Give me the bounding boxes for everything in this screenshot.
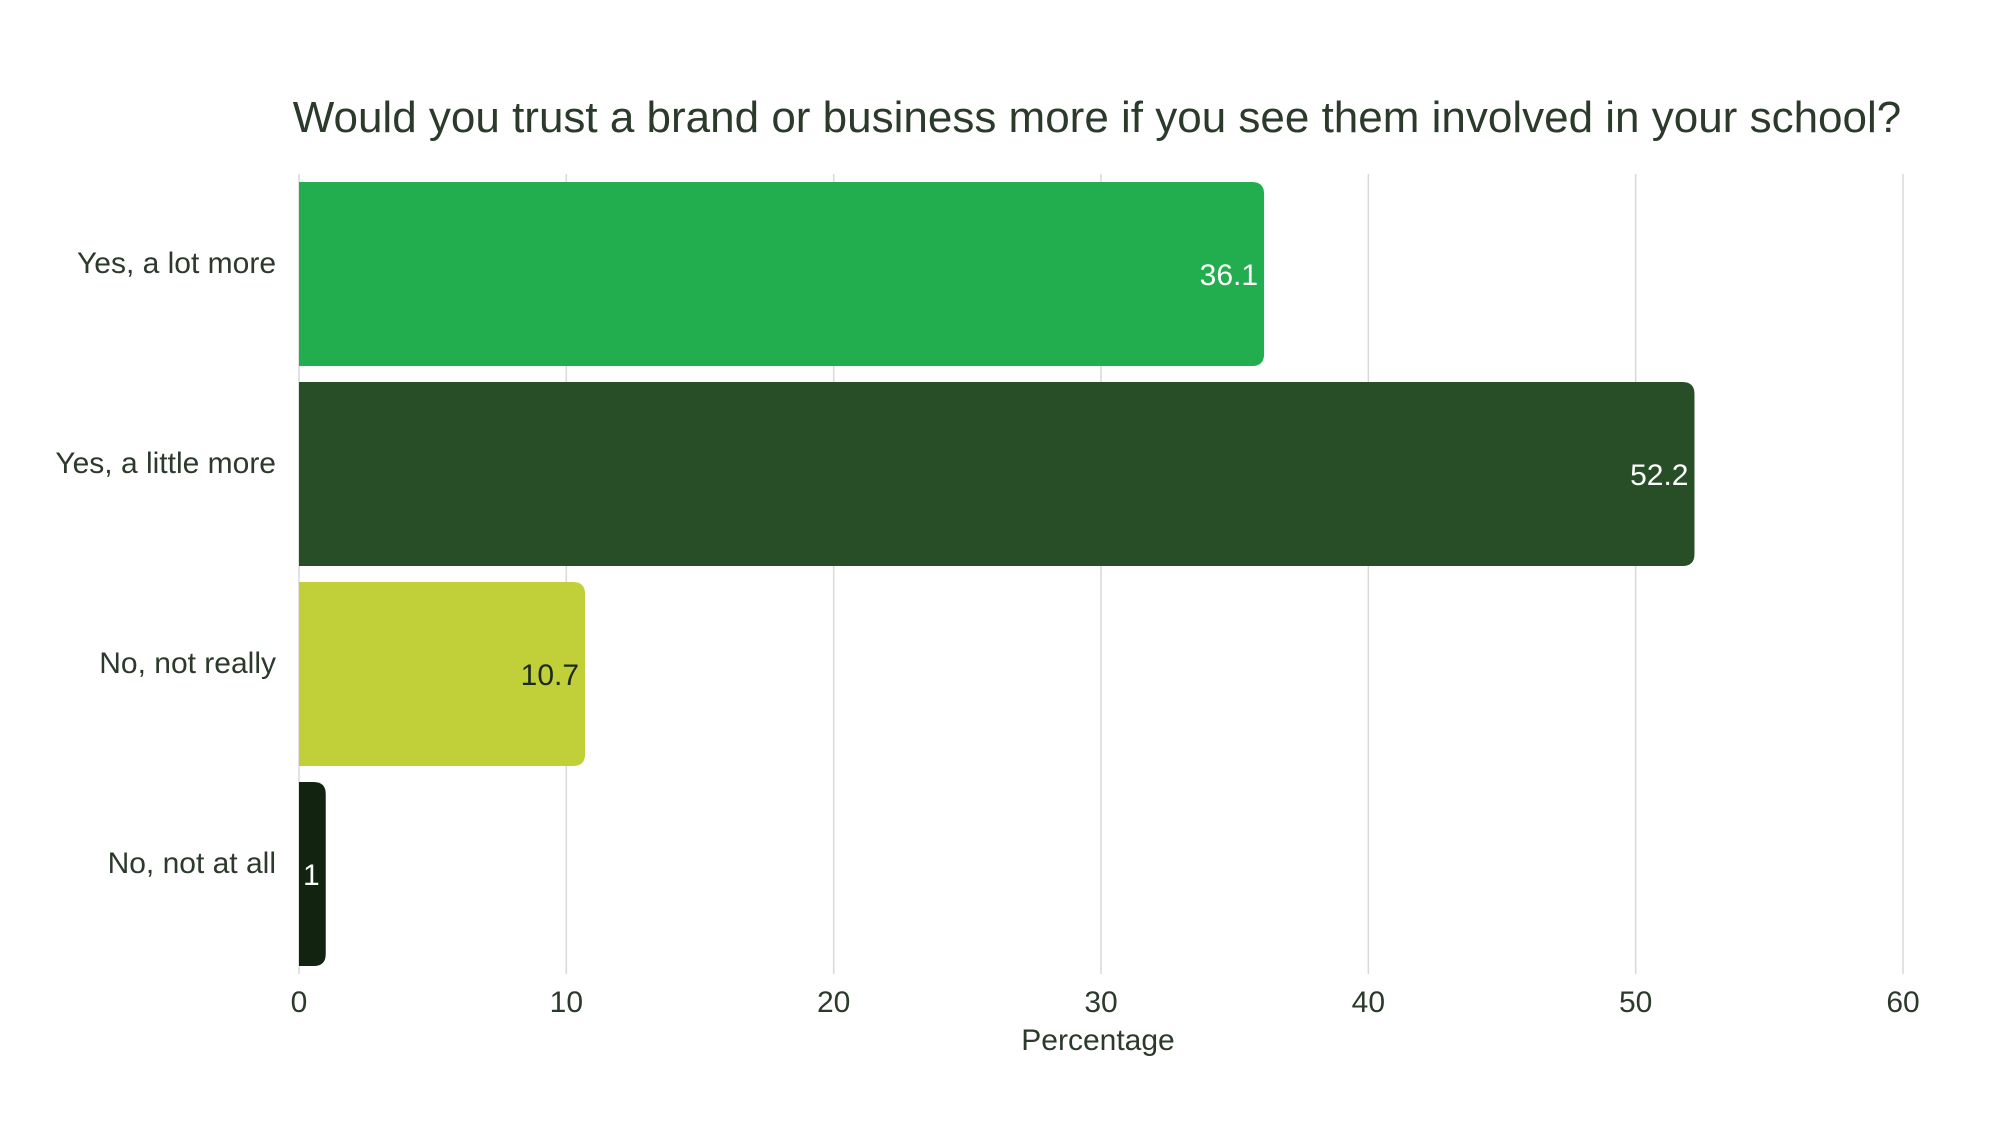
bar-value-label: 1 bbox=[303, 859, 320, 892]
bar-value-label: 36.1 bbox=[1200, 259, 1258, 292]
chart-title: Would you trust a brand or business more… bbox=[293, 93, 1901, 142]
x-tick-label: 40 bbox=[1352, 986, 1385, 1019]
category-label: No, not at all bbox=[108, 847, 276, 880]
x-axis-label: Percentage bbox=[1021, 1024, 1174, 1057]
bar-value-label: 52.2 bbox=[1630, 459, 1688, 492]
bar bbox=[299, 182, 1265, 366]
x-tick-label: 20 bbox=[817, 986, 850, 1019]
category-labels: Yes, a lot more Yes, a little more No, not… bbox=[55, 247, 276, 880]
x-axis-ticks: 0 10 20 30 40 50 60 bbox=[291, 986, 1920, 1019]
category-label: Yes, a lot more bbox=[77, 247, 276, 280]
x-tick-label: 0 bbox=[291, 986, 308, 1019]
category-label: Yes, a little more bbox=[55, 447, 276, 480]
bar bbox=[299, 582, 586, 766]
bar-value-label: 10.7 bbox=[521, 659, 579, 692]
category-label: No, not really bbox=[99, 647, 276, 680]
x-tick-label: 50 bbox=[1619, 986, 1652, 1019]
x-tick-label: 60 bbox=[1886, 986, 1919, 1019]
bar bbox=[299, 382, 1695, 566]
bar bbox=[299, 782, 326, 966]
x-tick-label: 30 bbox=[1084, 986, 1117, 1019]
x-tick-label: 10 bbox=[550, 986, 583, 1019]
bars: 36.1 52.2 10.7 1 bbox=[299, 182, 1695, 966]
